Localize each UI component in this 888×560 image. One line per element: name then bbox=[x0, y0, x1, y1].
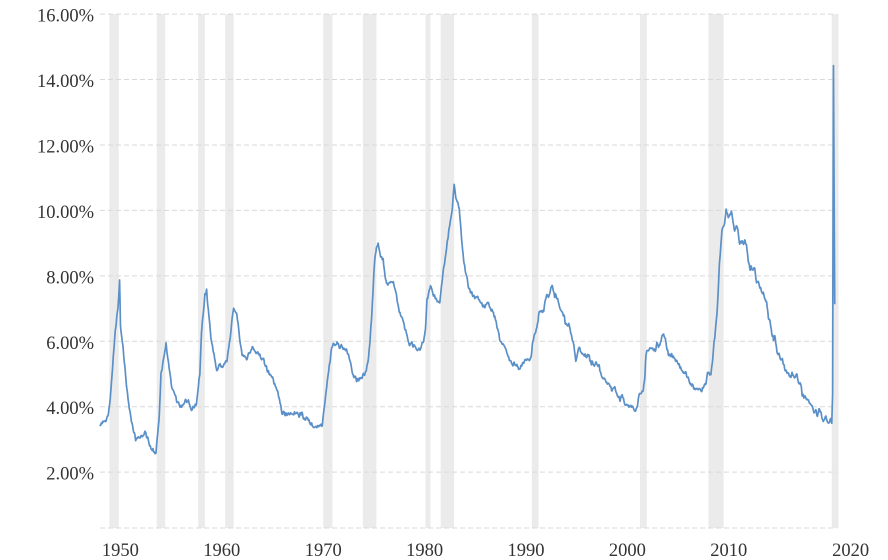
svg-text:1990: 1990 bbox=[507, 541, 544, 560]
svg-text:6.00%: 6.00% bbox=[46, 334, 94, 354]
svg-text:1950: 1950 bbox=[102, 541, 139, 560]
svg-text:14.00%: 14.00% bbox=[37, 72, 94, 92]
svg-text:16.00%: 16.00% bbox=[37, 7, 94, 27]
svg-text:1980: 1980 bbox=[406, 541, 443, 560]
svg-text:2.00%: 2.00% bbox=[46, 465, 94, 485]
svg-text:2020: 2020 bbox=[832, 541, 869, 560]
svg-text:1960: 1960 bbox=[203, 541, 240, 560]
svg-text:2000: 2000 bbox=[609, 541, 646, 560]
svg-text:1970: 1970 bbox=[305, 541, 342, 560]
svg-text:12.00%: 12.00% bbox=[37, 137, 94, 157]
svg-text:2010: 2010 bbox=[710, 541, 747, 560]
svg-text:8.00%: 8.00% bbox=[46, 268, 94, 288]
svg-text:4.00%: 4.00% bbox=[46, 399, 94, 419]
svg-text:10.00%: 10.00% bbox=[37, 203, 94, 223]
